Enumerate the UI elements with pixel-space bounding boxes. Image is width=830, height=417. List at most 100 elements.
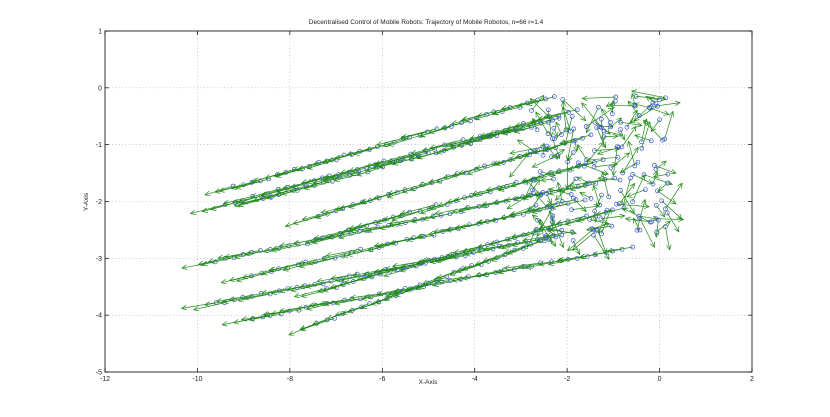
arrow-shaft xyxy=(437,276,469,282)
arrow-shaft xyxy=(562,101,567,130)
robot-marker xyxy=(596,104,601,110)
arrow-shaft xyxy=(467,162,504,175)
arrow-head xyxy=(356,275,363,281)
robot-marker xyxy=(559,132,564,137)
arrow-shaft xyxy=(594,148,620,151)
arrow-head xyxy=(434,210,441,216)
arrow-shaft xyxy=(210,200,243,211)
arrow-head xyxy=(581,95,588,101)
arrow-head xyxy=(477,219,484,225)
arrow-head xyxy=(592,216,598,223)
robot-marker xyxy=(600,157,606,163)
arrow-head xyxy=(476,112,483,118)
arrow-head xyxy=(237,297,244,303)
arrow-head xyxy=(375,218,383,225)
velocity-arrow xyxy=(374,153,411,166)
arrow-head xyxy=(383,272,390,278)
robot-marker xyxy=(612,98,618,104)
x-tick-label: 2 xyxy=(750,376,754,383)
velocity-arrow xyxy=(442,143,471,152)
arrow-head xyxy=(616,131,623,137)
arrow-head xyxy=(421,147,428,153)
arrow-head xyxy=(592,251,599,257)
velocity-arrow xyxy=(525,179,541,196)
arrow-head xyxy=(236,277,243,283)
robot-marker xyxy=(659,198,665,204)
arrow-head xyxy=(456,276,463,282)
robot-marker xyxy=(496,243,502,249)
robot-marker xyxy=(601,128,607,134)
velocity-arrow xyxy=(627,100,640,116)
arrow-head xyxy=(554,194,561,201)
robot-marker xyxy=(559,232,565,238)
arrow-head xyxy=(629,207,635,214)
velocity-arrow xyxy=(410,259,438,268)
arrow-shaft xyxy=(402,128,437,138)
velocity-arrow xyxy=(604,130,623,137)
arrow-shaft xyxy=(350,293,380,299)
arrow-head xyxy=(299,325,306,332)
y-tick-label: -5 xyxy=(96,370,102,377)
velocity-arrow xyxy=(301,210,337,221)
robot-marker xyxy=(587,217,593,222)
robot-marker xyxy=(588,196,594,201)
arrow-head xyxy=(565,154,572,162)
velocity-arrow xyxy=(363,291,398,299)
arrow-shaft xyxy=(477,107,511,117)
velocity-arrow xyxy=(597,229,608,255)
arrow-head xyxy=(321,255,328,261)
arrow-head xyxy=(454,224,461,230)
velocity-arrow xyxy=(334,148,370,160)
robot-marker xyxy=(544,204,550,210)
arrow-shaft xyxy=(224,250,261,258)
arrow-shaft xyxy=(654,165,677,174)
arrow-shaft xyxy=(572,240,581,255)
arrow-head xyxy=(281,190,288,196)
arrow-head xyxy=(606,247,613,254)
arrow-head xyxy=(221,321,228,327)
robot-marker xyxy=(468,118,473,124)
arrow-shaft xyxy=(299,257,336,268)
arrow-head xyxy=(641,198,647,205)
arrow-head xyxy=(474,260,481,266)
arrow-head xyxy=(629,182,636,189)
arrow-shaft xyxy=(383,211,410,221)
arrow-head xyxy=(543,113,550,119)
velocity-arrow xyxy=(497,241,527,250)
arrow-head xyxy=(657,186,664,192)
arrow-head xyxy=(429,144,436,150)
arrow-head xyxy=(607,123,614,130)
arrow-shaft xyxy=(233,316,263,324)
robot-marker xyxy=(630,172,635,177)
arrow-head xyxy=(422,279,429,285)
arrow-shaft xyxy=(553,128,558,138)
velocity-arrow xyxy=(565,128,575,162)
arrow-shaft xyxy=(335,274,367,281)
velocity-arrow xyxy=(474,254,506,266)
arrow-head xyxy=(417,233,424,239)
arrow-head xyxy=(481,133,488,140)
arrow-shaft xyxy=(480,130,506,137)
arrow-shaft xyxy=(609,105,636,107)
arrow-head xyxy=(275,187,282,193)
arrow-shaft xyxy=(419,126,452,137)
arrow-head xyxy=(538,94,545,101)
arrow-shaft xyxy=(657,190,677,205)
arrow-head xyxy=(391,262,399,269)
velocity-arrow xyxy=(610,117,623,128)
arrow-head xyxy=(631,125,637,132)
arrow-head xyxy=(321,158,329,165)
velocity-arrow xyxy=(536,208,553,238)
arrow-head xyxy=(499,214,507,220)
arrow-head xyxy=(555,219,563,226)
arrow-head xyxy=(535,111,541,118)
velocity-arrow xyxy=(664,110,675,140)
velocity-arrow xyxy=(334,296,372,306)
robot-marker xyxy=(576,160,581,166)
robot-marker xyxy=(573,176,579,182)
arrow-head xyxy=(270,289,278,295)
arrow-shaft xyxy=(379,265,412,272)
robot-marker xyxy=(618,188,623,193)
arrow-head xyxy=(503,264,510,271)
arrow-head xyxy=(418,132,426,138)
